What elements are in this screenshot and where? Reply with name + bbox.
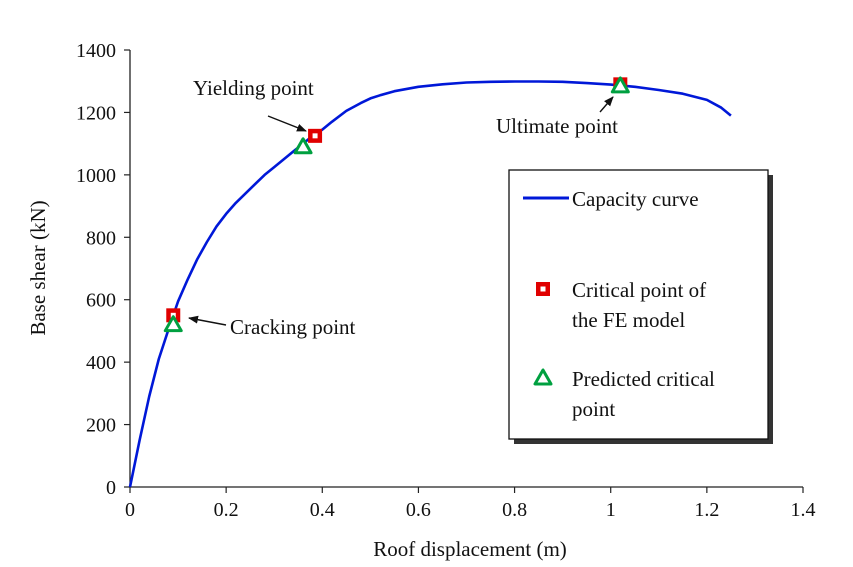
axes (129, 50, 803, 488)
annotation-yielding-arrow (267, 115, 307, 132)
x-tick-label: 0.4 (310, 499, 335, 521)
legend-label: Critical point of (572, 278, 706, 302)
x-tick-label: 0 (125, 499, 135, 521)
annotation-ultimate: Ultimate point (496, 114, 618, 138)
x-tick-label: 1.2 (694, 499, 719, 521)
legend-label: point (572, 397, 615, 421)
y-tick-label: 600 (86, 290, 116, 312)
annotation-yielding: Yielding point (193, 76, 314, 100)
y-tick-label: 200 (86, 415, 116, 437)
y-tick-label: 1200 (76, 102, 116, 124)
y-tick-label: 400 (86, 352, 116, 374)
x-axis-ticks: 0 0.2 0.4 0.6 0.8 1 1.2 1.4 (125, 487, 816, 521)
critical-point-markers (163, 76, 630, 333)
legend-square-symbol (536, 282, 550, 296)
legend: Capacity curve Critical point of the FE mo… (508, 169, 773, 444)
annotations: Yielding point Cracking point Ultimate poi… (188, 76, 618, 339)
y-axis-ticks: 0 200 400 600 800 1000 1200 1400 (76, 40, 130, 499)
y-tick-label: 800 (86, 227, 116, 249)
legend-label: the FE model (572, 308, 685, 332)
predicted-critical-point-marker (610, 76, 630, 94)
x-tick-label: 0.8 (502, 499, 527, 521)
legend-entry: Capacity curve (523, 187, 699, 211)
annotation-ultimate-arrow (599, 96, 614, 113)
capacity-curve-line (128, 80, 732, 488)
legend-label: Predicted critical (572, 367, 715, 391)
predicted-critical-point-marker (293, 137, 313, 155)
legend-triangle-symbol (533, 368, 553, 386)
y-tick-label: 0 (106, 477, 116, 499)
x-tick-label: 1.4 (791, 499, 816, 521)
annotation-cracking-arrow (188, 315, 227, 326)
legend-label: Capacity curve (572, 187, 699, 211)
x-axis-label: Roof displacement (m) (373, 537, 567, 561)
predicted-critical-point-marker (163, 315, 183, 333)
legend-box (508, 169, 769, 440)
x-tick-label: 1 (606, 499, 616, 521)
capacity-curve-group (128, 80, 732, 488)
y-axis-label: Base shear (kN) (26, 200, 50, 335)
legend-entry: Critical point of the FE model (536, 278, 706, 332)
fe-critical-point-marker (308, 128, 323, 143)
x-tick-label: 0.2 (214, 499, 239, 521)
y-tick-label: 1000 (76, 165, 116, 187)
x-tick-label: 0.6 (406, 499, 431, 521)
annotation-cracking: Cracking point (230, 315, 356, 339)
y-tick-label: 1400 (76, 40, 116, 62)
legend-entry: Predicted critical point (533, 367, 715, 421)
